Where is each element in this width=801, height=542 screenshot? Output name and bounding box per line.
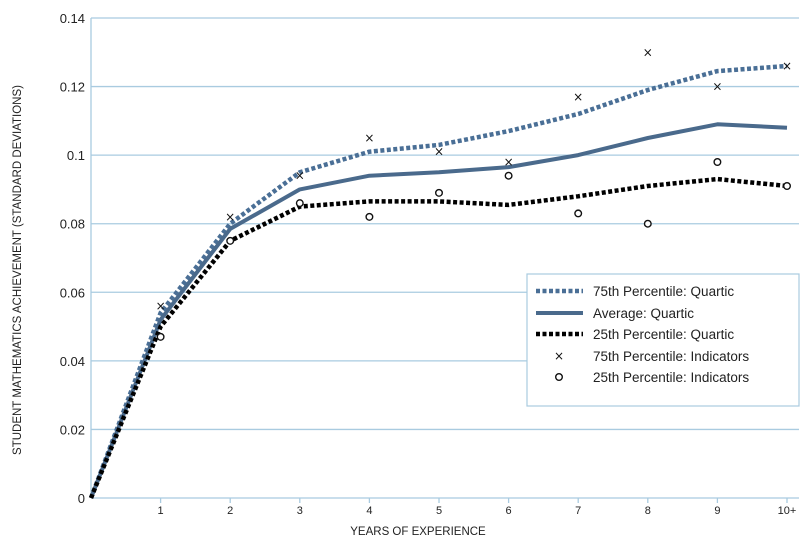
x-tick-label: 6	[506, 505, 512, 517]
legend: 75th Percentile: Quartic Average: Quarti…	[526, 273, 800, 407]
marker-x-75th-indicator: ×	[225, 210, 235, 224]
grid-layer	[91, 17, 799, 499]
marker-o-25th-indicator	[504, 171, 513, 180]
y-tick-label: 0.02	[60, 422, 85, 437]
marker-o-25th-indicator	[435, 188, 444, 197]
x-tick-label: 4	[366, 505, 372, 517]
marker-x-75th-indicator: ×	[782, 59, 792, 73]
marker-x-75th-indicator: ×	[712, 80, 722, 94]
legend-label-25th-indicators: 25th Percentile: Indicators	[593, 370, 749, 385]
marker-o-25th-indicator	[295, 199, 304, 208]
marker-x-75th-indicator: ×	[504, 155, 514, 169]
marker-x-75th-indicator: ×	[434, 145, 444, 159]
y-tick-label: 0.04	[60, 354, 85, 369]
legend-label-75th-quartic: 75th Percentile: Quartic	[593, 284, 734, 299]
legend-box	[526, 273, 800, 407]
marker-o-25th-indicator	[713, 157, 722, 166]
x-tick-label: 10+	[778, 505, 797, 517]
legend-swatch-75th-indicators: ×	[554, 349, 564, 363]
legend-label-average-quartic: Average: Quartic	[593, 306, 694, 321]
marker-layer: × × × × × × × × × ×	[156, 45, 792, 341]
x-tick-label: 9	[714, 505, 720, 517]
y-tick-label: 0.1	[67, 148, 85, 163]
x-axis-title: YEARS OF EXPERIENCE	[350, 526, 486, 538]
y-axis-title: STUDENT MATHEMATICS ACHIEVEMENT (STANDAR…	[12, 85, 24, 455]
marker-o-25th-indicator	[365, 212, 374, 221]
x-tick-label: 8	[645, 505, 651, 517]
marker-o-25th-indicator	[226, 236, 235, 245]
marker-x-75th-indicator: ×	[573, 90, 583, 104]
x-tick-label: 3	[297, 505, 303, 517]
y-tick-label: 0.08	[60, 217, 85, 232]
legend-swatch-25th-indicators	[555, 373, 564, 382]
marker-o-25th-indicator	[574, 209, 583, 218]
marker-o-25th-indicator	[156, 332, 165, 341]
y-tick-label: 0	[78, 491, 85, 506]
x-tick-label: 5	[436, 505, 442, 517]
y-tick-label: 0.06	[60, 285, 85, 300]
x-tick-label: 1	[158, 505, 164, 517]
x-tick-label: 7	[575, 505, 581, 517]
marker-x-75th-indicator: ×	[643, 45, 653, 59]
marker-x-75th-indicator: ×	[364, 131, 374, 145]
marker-x-75th-indicator: ×	[295, 169, 305, 183]
series-line-75th-quartic	[88, 63, 788, 499]
series-line-average-quartic	[89, 122, 788, 499]
marker-o-25th-indicator	[783, 181, 792, 190]
marker-o-25th-indicator	[643, 219, 652, 228]
x-tick-label: 2	[227, 505, 233, 517]
y-tick-label: 0.12	[60, 80, 85, 95]
legend-label-25th-quartic: 25th Percentile: Quartic	[593, 327, 734, 342]
y-tick-label: 0.14	[60, 11, 85, 26]
series-layer	[88, 63, 788, 499]
axis-layer: 0 0.02 0.04 0.06 0.08 0.1 0.12 0.14 1 2 3 4 5 6 7 8 9 10+	[60, 11, 797, 517]
legend-label-75th-indicators: 75th Percentile: Indicators	[593, 349, 749, 364]
marker-x-75th-indicator: ×	[156, 299, 166, 313]
